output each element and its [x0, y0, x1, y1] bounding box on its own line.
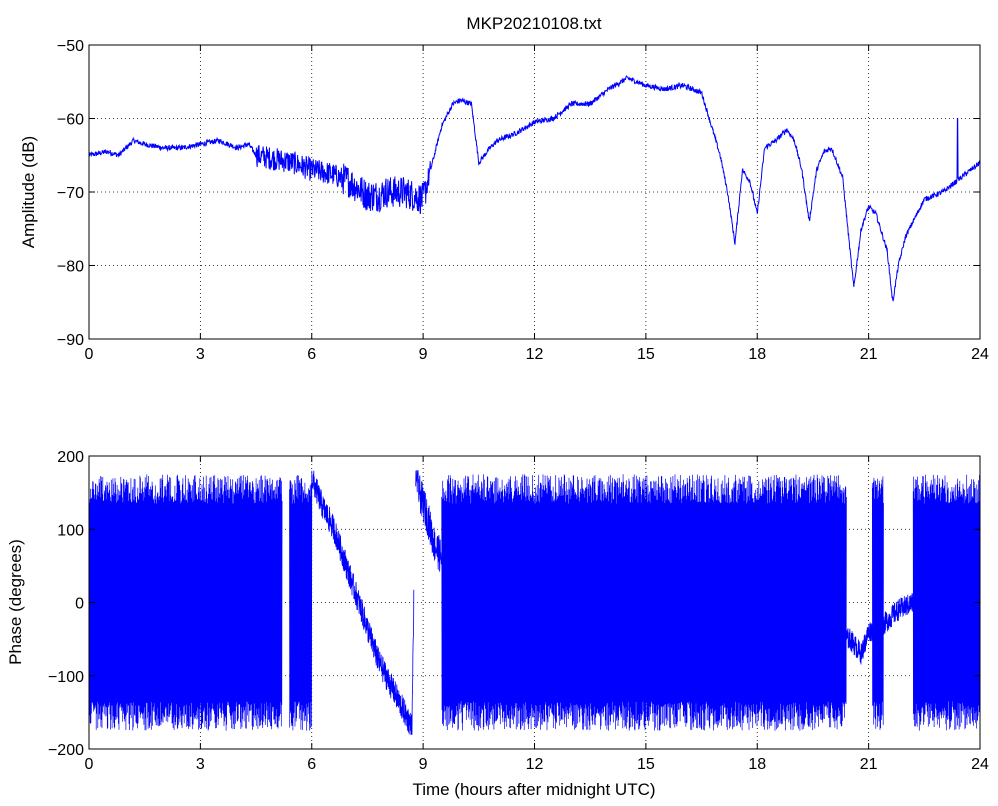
amplitude-x-tick-label: 0 — [85, 346, 94, 363]
phase-y-tick-label: 100 — [57, 522, 84, 539]
phase-wrapped-segment — [441, 474, 847, 731]
amplitude-x-tick-label: 9 — [419, 346, 428, 363]
chart-title: MKP20210108.txt — [466, 14, 601, 33]
phase-x-tick-label: 0 — [85, 756, 94, 773]
phase-ticks: 0 3 6 9 12 15 18 21 24 −200 −100 0 100 200 — [48, 449, 989, 773]
phase-y-tick-label: 0 — [75, 596, 84, 613]
amplitude-x-tick-label: 6 — [307, 346, 316, 363]
amplitude-y-tick-label: −50 — [57, 38, 84, 55]
amplitude-ticks: 0 3 6 9 12 15 18 21 24 −90 −80 −70 −60 −50 — [57, 38, 989, 363]
amplitude-x-tick-label: 24 — [971, 346, 989, 363]
phase-x-tick-label: 9 — [419, 756, 428, 773]
phase-x-tick-label: 6 — [307, 756, 316, 773]
phase-panel: 0 3 6 9 12 15 18 21 24 −200 −100 0 100 200 Phase (deg… — [6, 449, 989, 799]
phase-wrapped-segment — [88, 474, 283, 731]
phase-wrapped-segment — [289, 475, 313, 731]
amplitude-series — [88, 74, 981, 302]
amplitude-y-tick-label: −90 — [57, 332, 84, 349]
phase-series — [88, 470, 981, 735]
phase-y-tick-label: −200 — [48, 742, 84, 759]
phase-x-tick-label: 3 — [196, 756, 205, 773]
phase-x-tick-label: 21 — [860, 756, 878, 773]
phase-drift-segment — [883, 593, 914, 635]
amplitude-y-tick-label: −60 — [57, 112, 84, 129]
amplitude-grid — [89, 45, 980, 339]
phase-y-tick-label: −100 — [48, 669, 84, 686]
amplitude-line — [88, 74, 981, 302]
phase-drift-segment — [846, 622, 873, 665]
phase-x-tick-label: 15 — [637, 756, 655, 773]
phase-x-tick-label: 12 — [526, 756, 544, 773]
phase-y-axis-label: Phase (degrees) — [6, 539, 25, 665]
phase-wrapped-segment — [912, 474, 981, 731]
amplitude-x-tick-label: 21 — [860, 346, 878, 363]
amplitude-x-tick-label: 12 — [526, 346, 544, 363]
phase-wrapped-segment — [871, 476, 884, 730]
amplitude-x-tick-label: 15 — [637, 346, 655, 363]
amplitude-panel: 0 3 6 9 12 15 18 21 24 −90 −80 −70 −60 −50 Amplitude … — [19, 38, 989, 363]
amplitude-x-tick-label: 18 — [748, 346, 766, 363]
phase-drift-segment — [311, 470, 415, 735]
phase-y-tick-label: 200 — [57, 449, 84, 466]
amplitude-y-tick-label: −70 — [57, 185, 84, 202]
phase-x-axis-label: Time (hours after midnight UTC) — [412, 780, 655, 799]
phase-drift-segment — [415, 470, 443, 572]
amplitude-x-tick-label: 3 — [196, 346, 205, 363]
phase-x-tick-label: 24 — [971, 756, 989, 773]
amplitude-y-tick-label: −80 — [57, 259, 84, 276]
phase-x-tick-label: 18 — [748, 756, 766, 773]
amplitude-y-axis-label: Amplitude (dB) — [19, 136, 38, 248]
